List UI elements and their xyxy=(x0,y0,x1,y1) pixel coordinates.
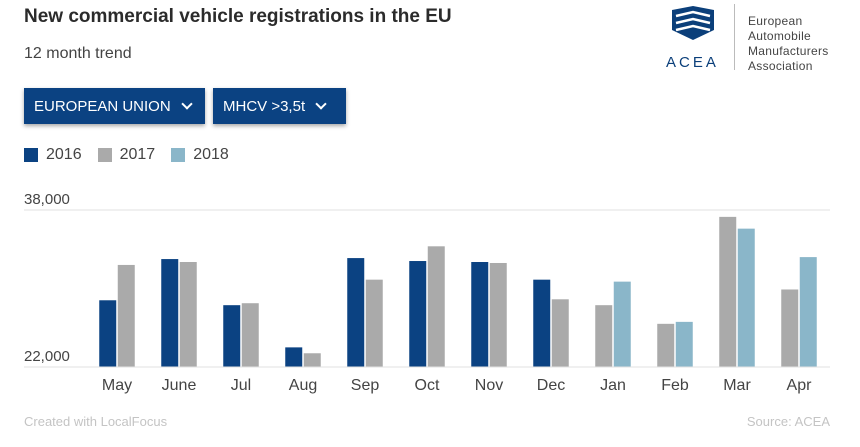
bar-2018-mar xyxy=(737,228,755,367)
region-dropdown[interactable]: EUROPEAN UNION xyxy=(24,88,205,124)
legend-item-2016[interactable]: 2016 xyxy=(24,146,82,164)
logo-text-line-4: Association xyxy=(748,59,813,73)
bar-2017-oct xyxy=(427,246,445,367)
footer-credit[interactable]: Created with LocalFocus xyxy=(24,414,168,429)
bar-2016-jul xyxy=(223,305,241,367)
bar-2017-may xyxy=(117,264,135,367)
chevron-down-icon xyxy=(181,97,193,110)
bar-2016-aug xyxy=(285,347,303,367)
bar-2016-june xyxy=(161,259,179,367)
bar-2018-jan xyxy=(613,281,631,367)
bar-2017-apr xyxy=(781,289,799,367)
chart-subtitle: 12 month trend xyxy=(24,45,132,62)
x-tick-label: Oct xyxy=(415,377,440,394)
y-tick-label: 38,000 xyxy=(24,191,70,208)
logo-abbreviation: ACEA xyxy=(666,54,719,71)
category-dropdown[interactable]: MHCV >3,5t xyxy=(213,88,346,124)
x-tick-label: Aug xyxy=(289,377,317,394)
legend-swatch xyxy=(97,148,112,162)
logo-text-line-1: European xyxy=(748,14,803,28)
legend-label: 2017 xyxy=(119,146,156,163)
bar-2017-aug xyxy=(303,353,321,367)
bar-2017-sep xyxy=(365,279,383,367)
legend-item-2018[interactable]: 2018 xyxy=(171,146,229,164)
region-dropdown-label: EUROPEAN UNION xyxy=(34,97,171,115)
bar-2017-jul xyxy=(241,303,259,367)
logo-divider xyxy=(734,4,735,70)
x-tick-label: Mar xyxy=(723,377,751,394)
bar-chart: 22,000 38,000 May June Jul Aug Sep Oct Nov Dec Jan… xyxy=(24,191,830,394)
x-tick-label: Apr xyxy=(787,377,813,394)
bar-2016-may xyxy=(99,300,117,367)
bar-2018-feb xyxy=(675,321,693,367)
acea-logo-icon xyxy=(672,6,714,40)
bar-2017-june xyxy=(179,262,197,367)
bar-2017-nov xyxy=(489,262,507,367)
bar-2018-apr xyxy=(799,257,817,367)
chart-title: New commercial vehicle registrations in … xyxy=(24,6,452,27)
chevron-down-icon xyxy=(315,97,327,110)
bar-2016-nov xyxy=(471,262,489,367)
legend-label: 2018 xyxy=(193,146,229,163)
logo-text-line-2: Automobile xyxy=(748,29,812,43)
x-tick-label: Dec xyxy=(537,377,565,394)
legend-item-2017[interactable]: 2017 xyxy=(97,146,156,164)
logo-text-line-3: Manufacturers xyxy=(748,44,829,58)
footer-source: Source: ACEA xyxy=(746,414,830,429)
chart-legend: 2016 2017 2018 xyxy=(24,146,245,164)
x-tick-label: Nov xyxy=(475,377,503,394)
bar-2017-dec xyxy=(551,299,569,367)
bar-2017-mar xyxy=(719,216,737,367)
y-tick-label: 22,000 xyxy=(24,348,70,365)
acea-logo: ACEA European Automobile Manufacturers A… xyxy=(666,4,856,76)
x-tick-label: May xyxy=(102,377,132,394)
bar-2016-oct xyxy=(409,261,427,367)
logo-text: European Automobile Manufacturers Associ… xyxy=(748,14,829,74)
legend-swatch xyxy=(24,148,38,162)
legend-label: 2016 xyxy=(46,146,82,163)
category-dropdown-label: MHCV >3,5t xyxy=(223,97,306,115)
x-tick-label: Feb xyxy=(661,377,689,394)
bar-2016-sep xyxy=(347,258,365,367)
x-tick-label: Sep xyxy=(351,377,380,394)
x-tick-label: Jul xyxy=(231,377,251,394)
legend-swatch xyxy=(171,148,186,162)
bar-2017-feb xyxy=(657,323,675,367)
x-tick-label: Jan xyxy=(600,377,626,394)
x-tick-label: June xyxy=(162,377,197,394)
bar-2016-dec xyxy=(533,279,551,367)
bar-2017-jan xyxy=(595,305,613,367)
